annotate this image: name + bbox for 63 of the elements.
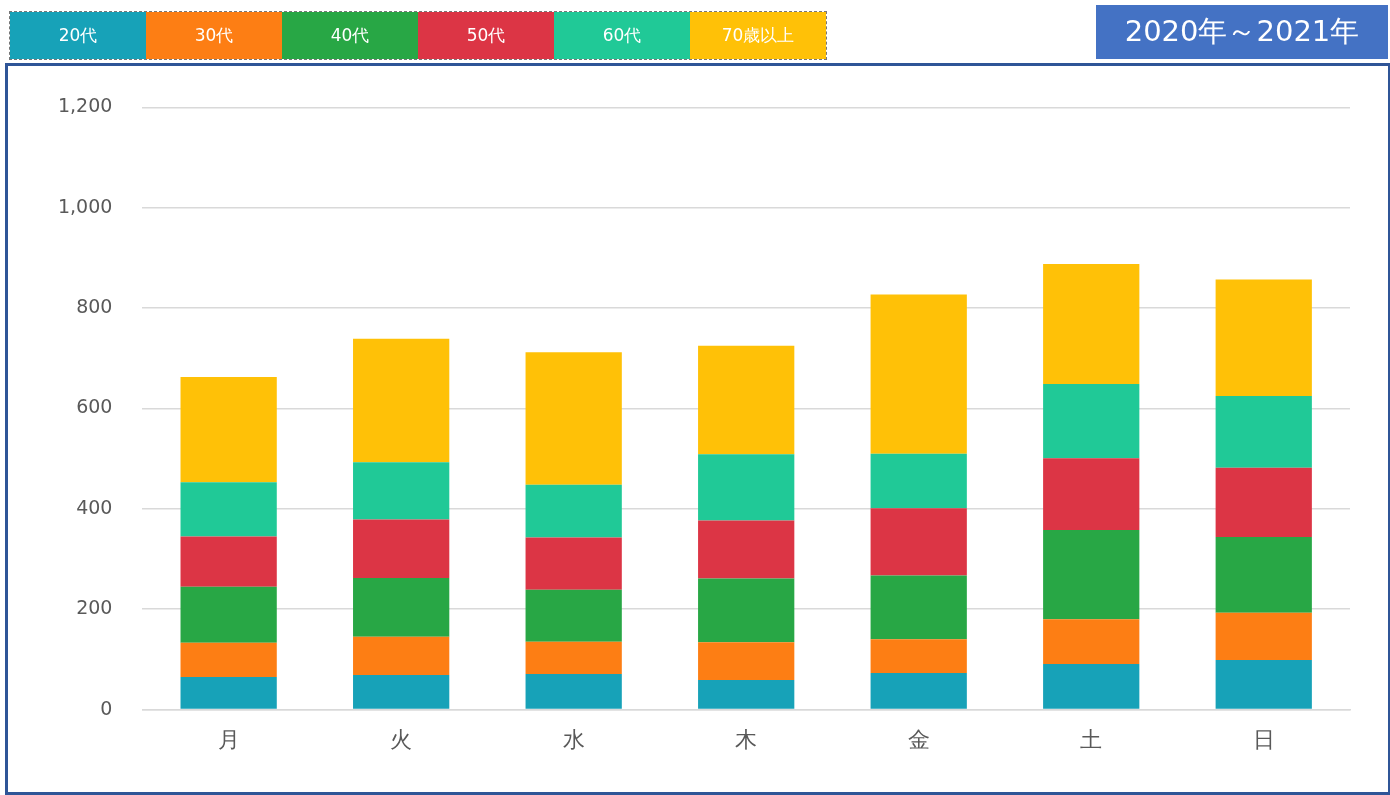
- bar: [353, 674, 450, 709]
- text: 70歳以上: [690, 12, 826, 59]
- bar: [1043, 663, 1140, 709]
- x-tick-label: 水: [562, 726, 585, 752]
- x-tick-label: 火: [390, 726, 413, 752]
- bar: [1043, 529, 1140, 620]
- bar: [870, 672, 967, 709]
- x-tick-label: 木: [735, 726, 758, 752]
- bar: [698, 520, 795, 579]
- bar: [525, 589, 622, 642]
- x-tick-label: 金: [907, 726, 930, 752]
- bar: [1215, 395, 1312, 468]
- chart-title: 2020年～2021年: [1096, 5, 1388, 59]
- bar: [870, 508, 967, 576]
- bar: [353, 578, 450, 637]
- bar: [1043, 458, 1140, 530]
- bar: [180, 536, 277, 587]
- y-tick-label: 1,200: [57, 94, 113, 117]
- bar: [1043, 263, 1140, 384]
- bar: [698, 578, 795, 643]
- bar: [870, 294, 967, 454]
- bar: [1215, 659, 1312, 709]
- bar: [353, 636, 450, 675]
- bar: [698, 642, 795, 680]
- bar: [180, 482, 277, 537]
- bar: [353, 519, 450, 579]
- bar: [525, 673, 622, 709]
- x-tick-label: 月: [217, 726, 240, 752]
- bar: [870, 453, 967, 509]
- bar: [353, 462, 450, 520]
- bar: [870, 575, 967, 640]
- bar: [1043, 619, 1140, 664]
- y-tick-label: 200: [76, 596, 113, 619]
- text: 30代: [146, 12, 282, 59]
- bar: [180, 376, 277, 483]
- bar: [1215, 612, 1312, 660]
- bar: [698, 679, 795, 709]
- bar: [698, 345, 795, 455]
- bar: [525, 352, 622, 485]
- text: 50代: [418, 12, 554, 59]
- bar: [180, 676, 277, 709]
- x-tick-label: 土: [1080, 726, 1103, 752]
- y-tick-label: 0: [100, 696, 113, 719]
- bar: [525, 641, 622, 674]
- y-tick-label: 1,000: [57, 194, 113, 217]
- bar: [1215, 467, 1312, 537]
- y-tick-label: 600: [76, 395, 113, 418]
- text: 60代: [554, 12, 690, 59]
- bar: [1043, 383, 1140, 459]
- bar: [180, 642, 277, 677]
- x-tick-label: 日: [1252, 726, 1275, 752]
- bar: [180, 586, 277, 643]
- text: 20代: [10, 12, 146, 59]
- bar: [1215, 279, 1312, 396]
- bar: [1215, 536, 1312, 613]
- bar: [698, 454, 795, 521]
- bar: [353, 338, 450, 463]
- y-tick-label: 400: [76, 495, 113, 518]
- bar: [870, 639, 967, 673]
- bar: [525, 484, 622, 538]
- bar: [525, 537, 622, 590]
- y-tick-label: 800: [76, 295, 113, 318]
- text: 40代: [282, 12, 418, 59]
